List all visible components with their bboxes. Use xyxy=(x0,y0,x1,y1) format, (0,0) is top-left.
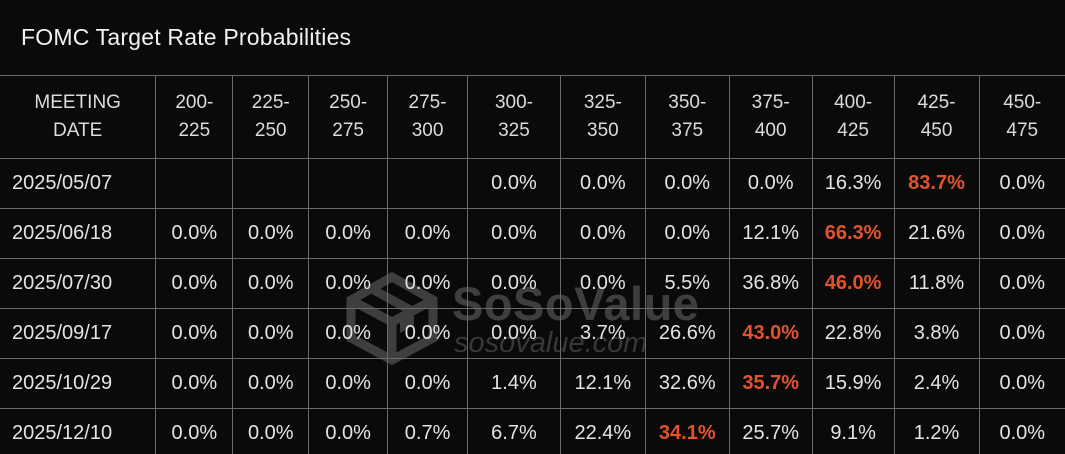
meeting-date-cell: 2025/07/30 xyxy=(0,258,157,309)
table-body: 2025/05/07 0.0% 0.0% 0.0% 0.0% 16.3% 83.7% 0.0%… xyxy=(0,158,1065,454)
probability-cell: 0.0% xyxy=(155,408,234,454)
probability-cell-highlighted: 83.7% xyxy=(893,158,980,209)
meeting-date-cell: 2025/10/29 xyxy=(0,358,157,409)
rate-range-header: 275- 300 xyxy=(387,75,469,159)
probability-cell: 0.0% xyxy=(644,208,730,259)
probability-cell: 0.0% xyxy=(978,158,1065,209)
probability-cell: 0.0% xyxy=(978,208,1065,259)
probability-cell: 0.0% xyxy=(387,208,469,259)
page-title: FOMC Target Rate Probabilities xyxy=(21,24,352,50)
probability-cell: 0.0% xyxy=(467,208,561,259)
probability-cell: 0.0% xyxy=(308,308,389,359)
probability-cell: 11.8% xyxy=(893,258,980,309)
probability-cell: 0.0% xyxy=(232,358,310,409)
probability-cell: 0.0% xyxy=(232,208,310,259)
probability-cell: 0.0% xyxy=(559,158,646,209)
table-row: 2025/09/17 0.0% 0.0% 0.0% 0.0% 0.0% 3.7% 26.6% 4… xyxy=(0,308,1065,359)
probability-cell-highlighted: 46.0% xyxy=(811,258,895,309)
meeting-date-cell: 2025/09/17 xyxy=(0,308,157,359)
probability-cell: 0.0% xyxy=(467,158,561,209)
probability-cell: 0.0% xyxy=(232,258,310,309)
probability-cell: 6.7% xyxy=(467,408,561,454)
rate-range-header: 250- 275 xyxy=(308,75,389,159)
probability-cell: 0.0% xyxy=(644,158,730,209)
probability-cell: 0.0% xyxy=(387,258,469,309)
probability-cell-highlighted: 66.3% xyxy=(811,208,895,259)
probability-cell: 0.0% xyxy=(308,408,389,454)
rate-range-header: 375- 400 xyxy=(728,75,813,159)
header-row: MEETING DATE 200- 225 225- 250 250- 275 275-… xyxy=(0,75,1065,159)
rate-range-header: 450- 475 xyxy=(978,75,1065,159)
probability-cell: 16.3% xyxy=(811,158,895,209)
probability-cell: 0.0% xyxy=(467,258,561,309)
probability-cell: 0.0% xyxy=(155,308,234,359)
probability-cell: 32.6% xyxy=(644,358,730,409)
probability-cell: 12.1% xyxy=(728,208,813,259)
probability-cell: 2.4% xyxy=(893,358,980,409)
probability-cell xyxy=(308,158,389,209)
probability-cell: 0.0% xyxy=(308,358,389,409)
probability-cell-highlighted: 43.0% xyxy=(728,308,813,359)
probability-cell: 1.2% xyxy=(893,408,980,454)
probability-cell xyxy=(155,158,234,209)
probability-cell: 0.0% xyxy=(387,308,469,359)
probability-cell: 36.8% xyxy=(728,258,813,309)
probability-cell: 25.7% xyxy=(728,408,813,454)
probability-cell: 22.4% xyxy=(559,408,646,454)
rate-range-header: 300- 325 xyxy=(467,75,561,159)
rate-range-header: 325- 350 xyxy=(559,75,646,159)
table-row: 2025/05/07 0.0% 0.0% 0.0% 0.0% 16.3% 83.7% 0.0% xyxy=(0,158,1065,209)
rate-range-header: 425- 450 xyxy=(893,75,980,159)
probability-cell: 0.0% xyxy=(559,258,646,309)
table-row: 2025/06/18 0.0% 0.0% 0.0% 0.0% 0.0% 0.0% 0.0% 12… xyxy=(0,208,1065,259)
probability-cell: 0.0% xyxy=(387,358,469,409)
title-bar: FOMC Target Rate Probabilities xyxy=(0,0,1065,75)
meeting-date-cell: 2025/06/18 xyxy=(0,208,157,259)
probability-cell: 22.8% xyxy=(811,308,895,359)
probability-cell xyxy=(232,158,310,209)
probability-cell: 0.0% xyxy=(155,208,234,259)
probability-cell: 5.5% xyxy=(644,258,730,309)
probability-cell: 0.0% xyxy=(232,308,310,359)
probability-cell-highlighted: 34.1% xyxy=(644,408,730,454)
probability-cell: 0.0% xyxy=(978,258,1065,309)
probability-cell: 9.1% xyxy=(811,408,895,454)
probability-cell: 0.7% xyxy=(387,408,469,454)
probability-cell: 15.9% xyxy=(811,358,895,409)
probability-cell: 0.0% xyxy=(978,358,1065,409)
probability-cell: 3.8% xyxy=(893,308,980,359)
probability-cell: 0.0% xyxy=(155,258,234,309)
probability-cell: 0.0% xyxy=(467,308,561,359)
table-row: 2025/07/30 0.0% 0.0% 0.0% 0.0% 0.0% 0.0% 5.5% 36… xyxy=(0,258,1065,309)
probability-cell: 12.1% xyxy=(559,358,646,409)
rate-table: MEETING DATE 200- 225 225- 250 250- 275 275-… xyxy=(0,75,1065,454)
probability-cell: 21.6% xyxy=(893,208,980,259)
probability-cell: 0.0% xyxy=(559,208,646,259)
meeting-date-cell: 2025/12/10 xyxy=(0,408,157,454)
rate-range-header: 225- 250 xyxy=(232,75,310,159)
probability-cell: 1.4% xyxy=(467,358,561,409)
table-header: MEETING DATE 200- 225 225- 250 250- 275 275-… xyxy=(0,75,1065,159)
rate-range-header: 200- 225 xyxy=(155,75,234,159)
probability-cell: 0.0% xyxy=(155,358,234,409)
table-row: 2025/12/10 0.0% 0.0% 0.0% 0.7% 6.7% 22.4% 34.1%… xyxy=(0,408,1065,454)
probability-cell: 0.0% xyxy=(232,408,310,454)
meeting-date-header: MEETING DATE xyxy=(0,75,157,159)
probability-cell: 0.0% xyxy=(978,308,1065,359)
probability-cell: 0.0% xyxy=(728,158,813,209)
probability-cell: 0.0% xyxy=(978,408,1065,454)
probability-cell: 3.7% xyxy=(559,308,646,359)
probability-cell: 26.6% xyxy=(644,308,730,359)
meeting-date-cell: 2025/05/07 xyxy=(0,158,157,209)
rate-range-header: 350- 375 xyxy=(644,75,730,159)
rate-range-header: 400- 425 xyxy=(811,75,895,159)
table-row: 2025/10/29 0.0% 0.0% 0.0% 0.0% 1.4% 12.1% 32.6%… xyxy=(0,358,1065,409)
probability-cell: 0.0% xyxy=(308,258,389,309)
probability-cell xyxy=(387,158,469,209)
probability-cell-highlighted: 35.7% xyxy=(728,358,813,409)
probability-cell: 0.0% xyxy=(308,208,389,259)
